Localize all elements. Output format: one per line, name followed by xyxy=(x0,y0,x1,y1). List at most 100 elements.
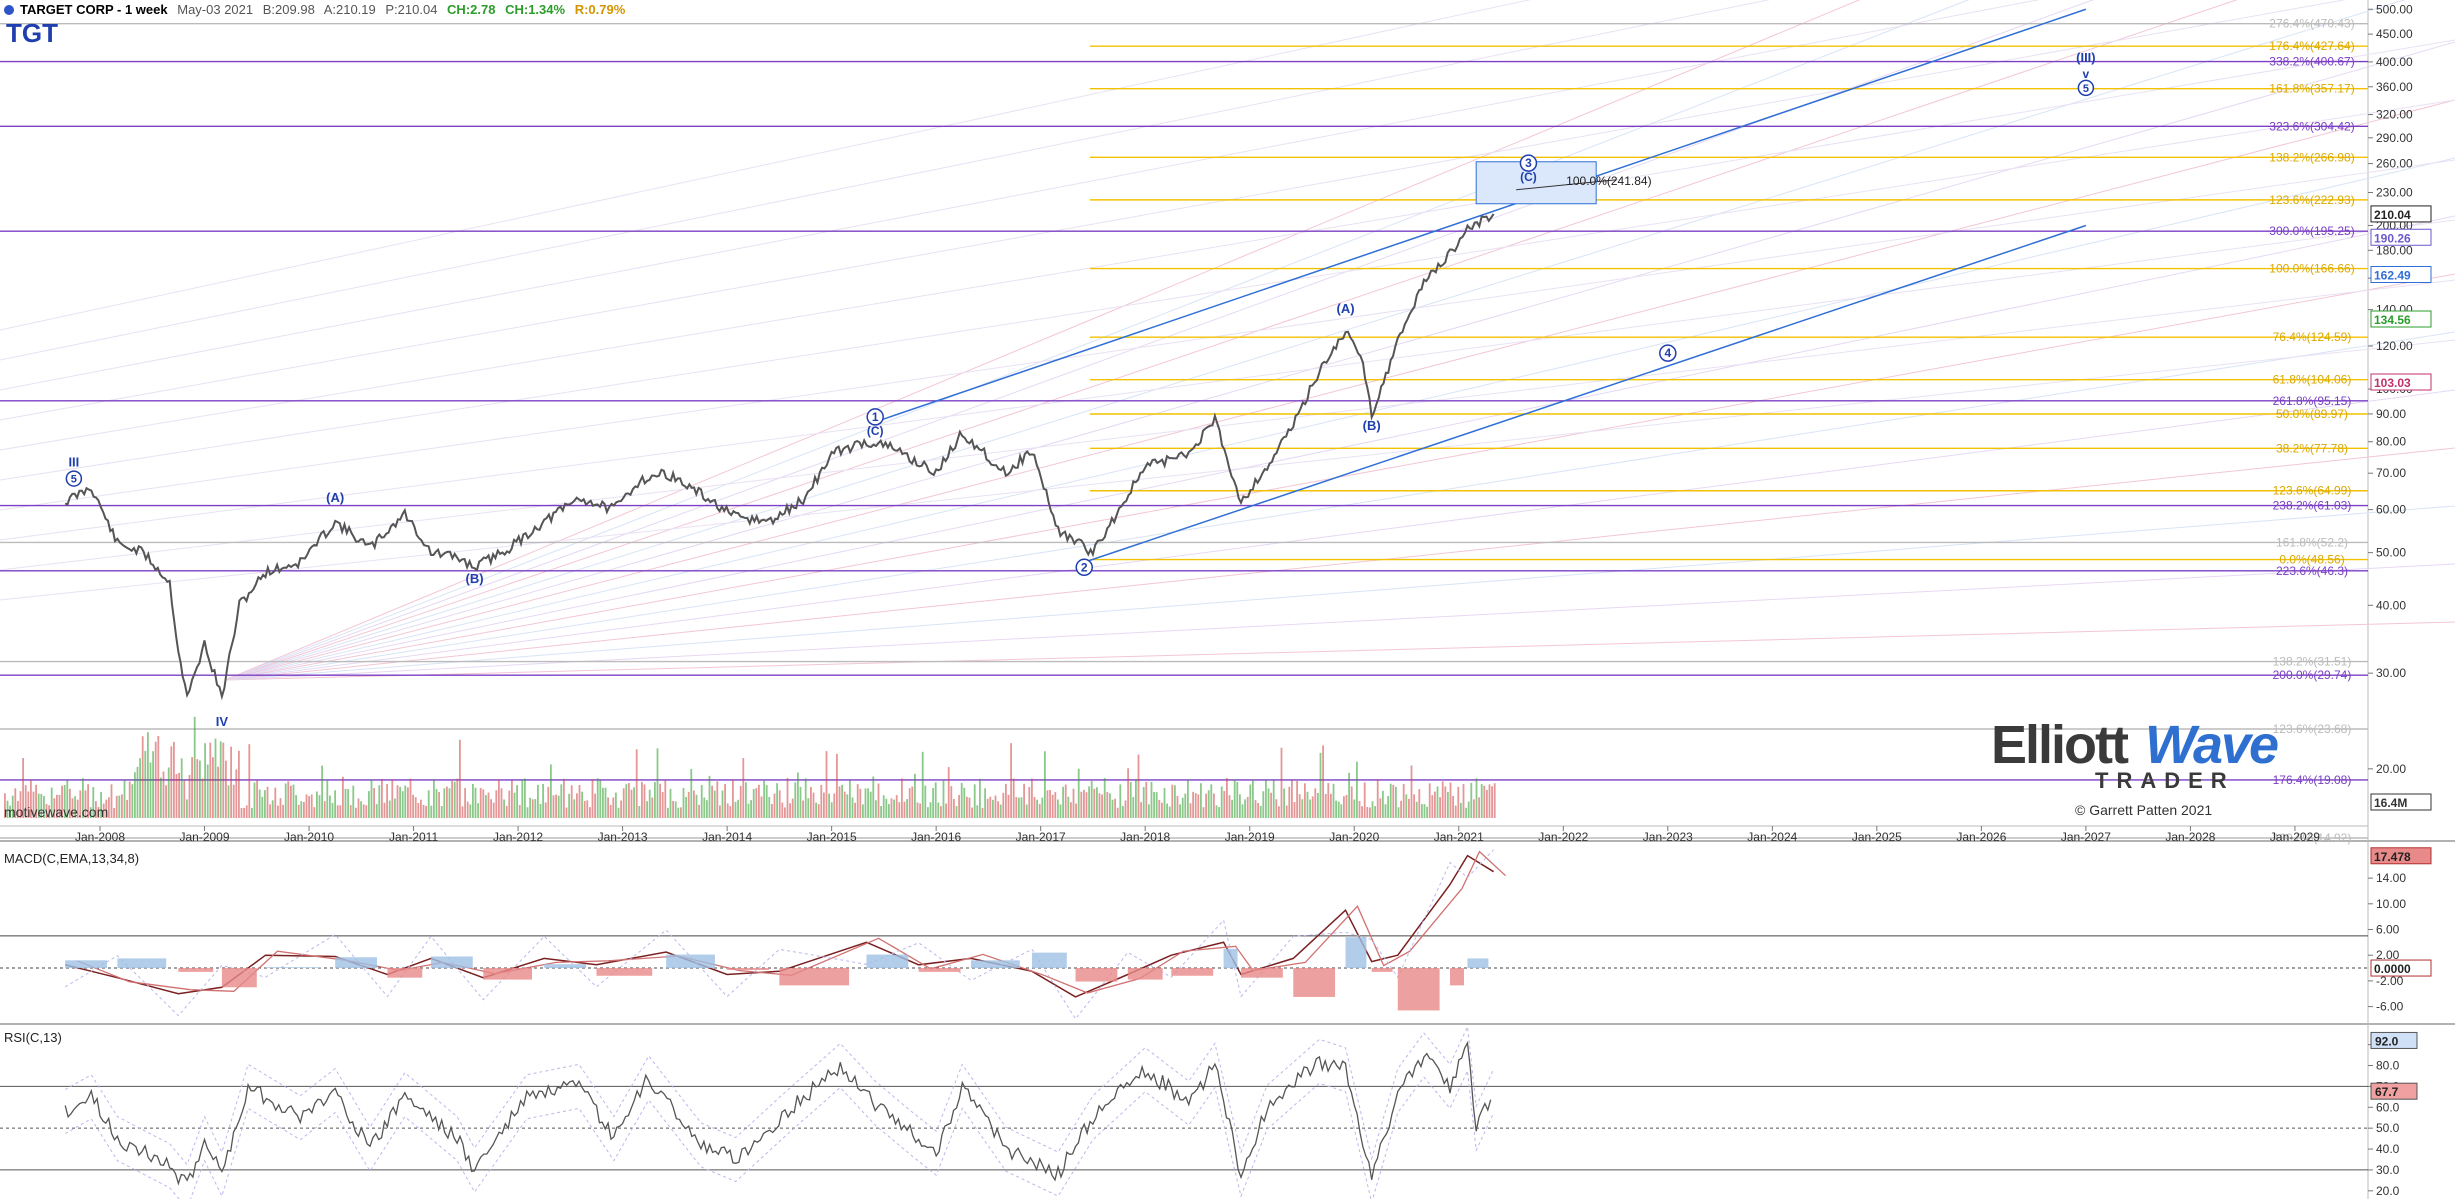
volume-bar xyxy=(1023,783,1025,818)
volume-bar xyxy=(165,785,167,818)
volume-bar xyxy=(240,807,243,818)
volume-bar xyxy=(1246,796,1249,818)
volume-bar xyxy=(1447,791,1449,818)
channel-lower xyxy=(1083,224,2087,563)
volume-bar xyxy=(347,788,349,818)
volume-bar xyxy=(485,795,487,818)
volume-bar xyxy=(651,797,654,818)
volume-bar xyxy=(1049,790,1051,818)
volume-bar xyxy=(147,732,149,818)
volume-bar xyxy=(1392,784,1395,818)
volume-bar xyxy=(867,788,869,818)
macd-histogram-bar xyxy=(971,960,1020,969)
volume-bar xyxy=(599,780,602,818)
volume-bar xyxy=(443,788,446,818)
volume-bar xyxy=(464,788,466,818)
volume-bar xyxy=(318,795,321,818)
volume-bar xyxy=(547,786,550,818)
volume-bar xyxy=(638,805,641,818)
volume-bar xyxy=(960,782,963,818)
volume-bar xyxy=(856,784,859,818)
volume-bar xyxy=(1358,800,1361,818)
volume-bar xyxy=(1007,794,1010,818)
volume-bar xyxy=(953,798,955,818)
y-tick-label: 260.00 xyxy=(2376,157,2413,171)
volume-bar xyxy=(144,750,147,818)
volume-bar xyxy=(739,785,742,818)
volume-bar xyxy=(365,805,368,818)
fib-label: 200.0%(29.74) xyxy=(2273,668,2352,682)
volume-bar xyxy=(742,758,745,818)
volume-bar xyxy=(373,788,375,818)
volume-bar xyxy=(50,787,53,818)
fan-line xyxy=(224,0,2238,681)
volume-bar xyxy=(1436,786,1439,818)
volume-bar xyxy=(264,790,266,818)
volume-bar xyxy=(1062,786,1064,818)
macd-y-tick-label: -6.00 xyxy=(2376,1000,2404,1014)
volume-bar xyxy=(4,793,6,818)
volume-bar xyxy=(157,735,160,818)
price-marker-label: 210.04 xyxy=(2374,208,2411,222)
volume-bar xyxy=(734,801,737,818)
volume-bar xyxy=(583,800,586,818)
x-tick-label: Jan-2027 xyxy=(2061,830,2111,844)
volume-bar xyxy=(992,799,994,818)
volume-bar xyxy=(690,768,693,818)
volume-bar xyxy=(1132,797,1135,818)
fan-line xyxy=(224,157,2455,681)
volume-bar xyxy=(570,785,573,818)
volume-bar xyxy=(212,757,214,818)
volume-bar xyxy=(656,748,659,818)
volume-bar xyxy=(643,784,646,818)
fan-line xyxy=(224,0,1861,681)
volume-bar xyxy=(1210,784,1213,818)
volume-bar xyxy=(906,799,908,818)
volume-bar xyxy=(490,799,492,818)
volume-bar xyxy=(435,789,438,818)
volume-bar xyxy=(1262,791,1265,818)
volume-bar xyxy=(542,784,544,818)
x-tick-label: Jan-2029 xyxy=(2270,830,2320,844)
header-date: May-03 2021 xyxy=(177,2,254,17)
volume-bar xyxy=(630,789,633,818)
volume-bar xyxy=(1197,794,1200,818)
volume-bar xyxy=(1189,803,1192,818)
macd-histogram-bar xyxy=(1241,968,1283,978)
volume-bar xyxy=(1163,788,1166,818)
volume-bar xyxy=(269,804,271,818)
macd-panel: -6.00 -2.00 2.00 6.00 10.00 14.00 17.478 0.0000 xyxy=(0,847,2432,1020)
y-tick-label: 70.00 xyxy=(2376,466,2406,480)
volume-bar xyxy=(518,805,521,818)
x-tick-label: Jan-2013 xyxy=(598,830,648,844)
volume-bar xyxy=(981,807,984,818)
volume-bar xyxy=(316,791,318,818)
volume-bar xyxy=(685,796,687,818)
volume-bar xyxy=(877,783,880,818)
x-tick-label: Jan-2015 xyxy=(807,830,857,844)
volume-bar xyxy=(843,791,846,818)
volume-bar xyxy=(388,800,391,818)
macd-histogram-bar xyxy=(544,964,587,969)
volume-bar xyxy=(290,785,292,818)
volume-bar xyxy=(869,791,872,818)
fan-line xyxy=(0,99,2455,481)
volume-bar xyxy=(323,801,326,818)
symbol-dot-icon xyxy=(4,5,14,15)
volume-bar xyxy=(963,787,966,818)
fan-line xyxy=(224,41,2455,681)
volume-bar xyxy=(916,802,919,818)
volume-bar xyxy=(479,787,482,818)
volume-bar xyxy=(1486,789,1488,818)
y-tick-label: 50.00 xyxy=(2376,546,2406,560)
volume-bar xyxy=(578,784,581,818)
volume-bar xyxy=(979,778,981,818)
fib-label: 323.6%(304.42) xyxy=(2269,119,2354,133)
volume-bar xyxy=(1254,800,1257,818)
y-tick-label: 180.00 xyxy=(2376,243,2413,257)
volume-bar xyxy=(880,806,882,818)
volume-bar xyxy=(362,804,365,818)
volume-bar xyxy=(1460,802,1462,818)
volume-bar xyxy=(841,784,843,818)
volume-bar xyxy=(763,780,765,818)
